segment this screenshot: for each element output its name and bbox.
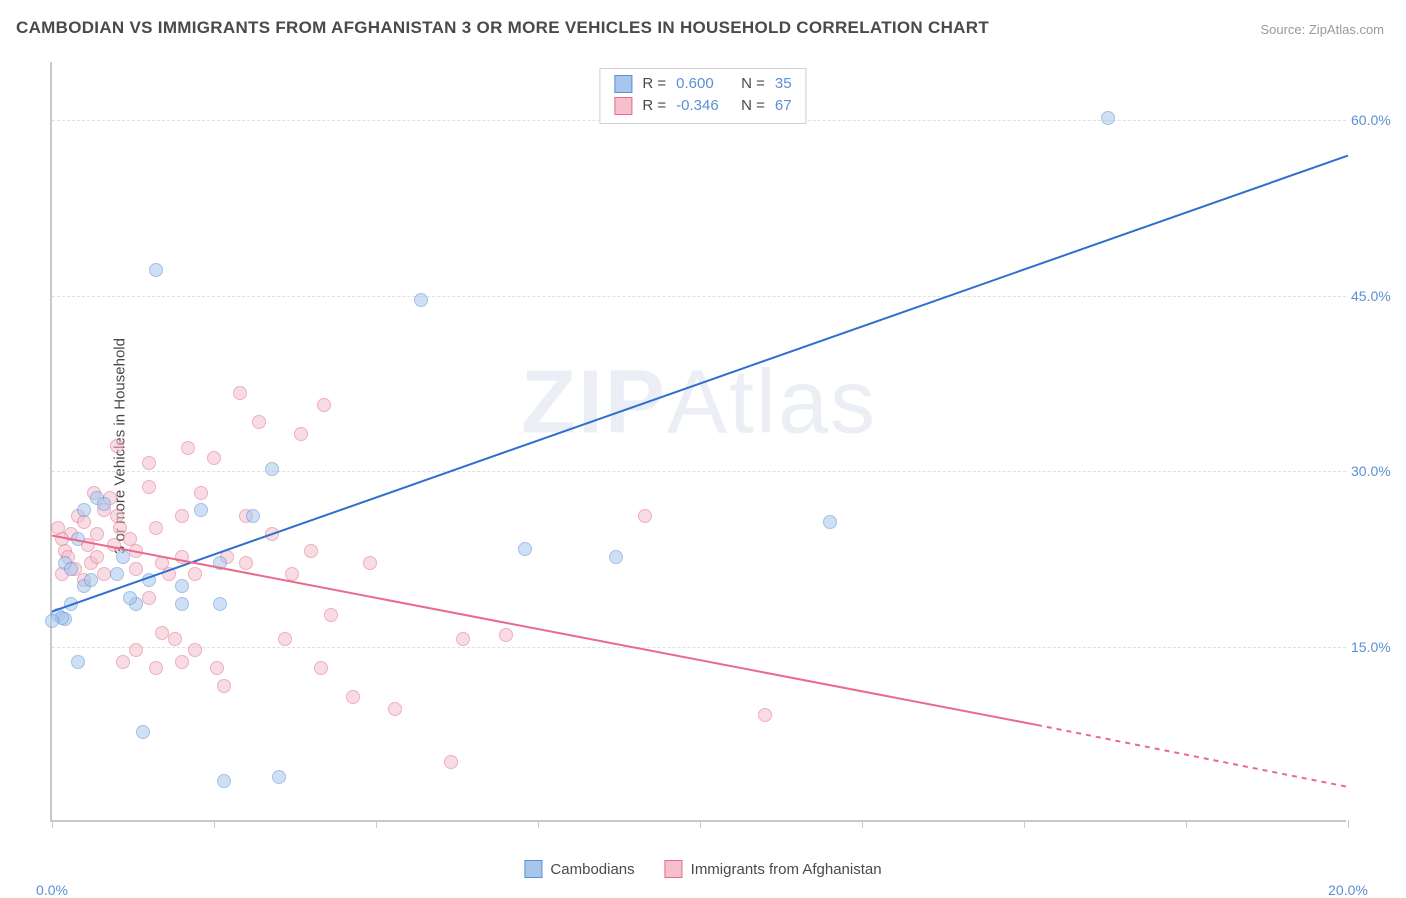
series-legend: Cambodians Immigrants from Afghanistan bbox=[524, 860, 881, 878]
chart-title: CAMBODIAN VS IMMIGRANTS FROM AFGHANISTAN… bbox=[16, 18, 989, 38]
legend-r-value: 0.600 bbox=[676, 73, 731, 95]
trend-lines bbox=[52, 62, 1346, 820]
x-tick bbox=[376, 820, 377, 828]
legend-row: R = -0.346 N = 67 bbox=[614, 95, 791, 117]
plot-area: ZIPAtlas 15.0%30.0%45.0%60.0%0.0%20.0% bbox=[50, 62, 1346, 822]
x-tick bbox=[1348, 820, 1349, 828]
legend-r-label: R = bbox=[642, 95, 666, 117]
x-tick bbox=[862, 820, 863, 828]
legend-n-label: N = bbox=[741, 73, 765, 95]
legend-swatch bbox=[614, 75, 632, 93]
x-tick-label: 0.0% bbox=[36, 882, 68, 898]
y-tick-label: 30.0% bbox=[1351, 463, 1406, 479]
legend-label: Cambodians bbox=[550, 861, 634, 878]
trend-line-dashed bbox=[1037, 725, 1348, 787]
x-tick bbox=[1024, 820, 1025, 828]
legend-n-label: N = bbox=[741, 95, 765, 117]
y-tick-label: 60.0% bbox=[1351, 112, 1406, 128]
legend-row: R = 0.600 N = 35 bbox=[614, 73, 791, 95]
legend-r-label: R = bbox=[642, 73, 666, 95]
x-tick bbox=[214, 820, 215, 828]
trend-line bbox=[52, 536, 1037, 725]
correlation-legend: R = 0.600 N = 35 R = -0.346 N = 67 bbox=[599, 68, 806, 124]
y-tick-label: 15.0% bbox=[1351, 639, 1406, 655]
legend-swatch bbox=[614, 97, 632, 115]
legend-label: Immigrants from Afghanistan bbox=[691, 861, 882, 878]
source-label: Source: ZipAtlas.com bbox=[1260, 22, 1384, 37]
legend-item: Cambodians bbox=[524, 860, 634, 878]
legend-item: Immigrants from Afghanistan bbox=[665, 860, 882, 878]
legend-n-value: 35 bbox=[775, 73, 792, 95]
legend-swatch bbox=[524, 860, 542, 878]
legend-r-value: -0.346 bbox=[676, 95, 731, 117]
y-tick-label: 45.0% bbox=[1351, 288, 1406, 304]
x-tick bbox=[538, 820, 539, 828]
legend-swatch bbox=[665, 860, 683, 878]
x-tick bbox=[52, 820, 53, 828]
x-tick-label: 20.0% bbox=[1328, 882, 1368, 898]
legend-n-value: 67 bbox=[775, 95, 792, 117]
x-tick bbox=[700, 820, 701, 828]
x-tick bbox=[1186, 820, 1187, 828]
trend-line bbox=[52, 156, 1348, 612]
